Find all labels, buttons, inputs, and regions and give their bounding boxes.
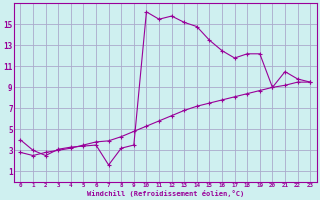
X-axis label: Windchill (Refroidissement éolien,°C): Windchill (Refroidissement éolien,°C): [87, 190, 244, 197]
